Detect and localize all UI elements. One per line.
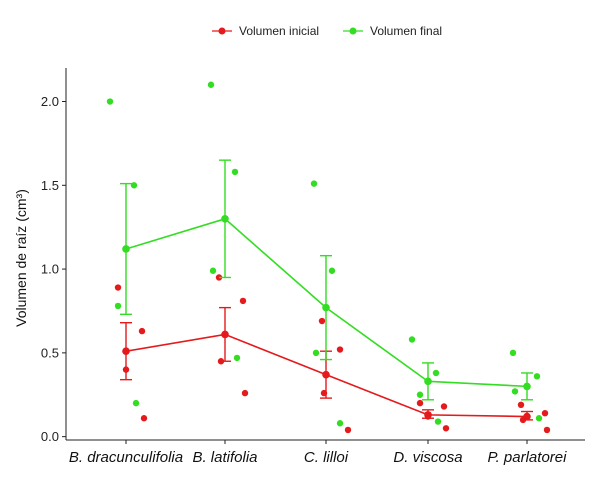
raw-point [509,349,517,357]
plot-area [106,81,551,434]
x-tick-label: C. lilloi [304,449,349,466]
mean-point [322,303,330,312]
legend-marker-final [349,27,357,35]
raw-point [233,354,241,362]
legend-marker-initial [218,27,226,35]
series-1 [106,81,543,427]
raw-point [416,399,424,407]
raw-point [432,369,440,377]
raw-point [106,98,114,105]
raw-point [132,399,140,407]
x-tick-label: B. latifolia [192,449,257,466]
legend-item-final: Volumen final [343,24,442,38]
raw-point [138,327,146,335]
y-tick-label: 2.0 [41,94,59,109]
mean-point [424,411,432,419]
raw-point [310,180,318,187]
raw-point [328,267,336,274]
x-tick-label: D. viscosa [393,449,462,466]
raw-point [541,409,549,417]
raw-point [416,391,424,398]
mean-point [122,347,130,355]
raw-point [239,297,247,305]
y-tick-label: 0.5 [41,345,59,360]
raw-point [114,284,122,291]
raw-point [209,267,217,274]
legend: Volumen inicial Volumen final [212,24,442,38]
raw-point [543,426,551,434]
y-ticks: 0.0 0.5 1.0 1.5 2.0 [41,94,66,444]
raw-point [535,415,543,422]
legend-item-initial: Volumen inicial [212,24,319,38]
raw-point [511,388,519,395]
x-ticks: B. dracunculifolia B. latifolia C. lilloi D… [69,440,567,466]
y-tick-label: 1.5 [41,178,59,193]
raw-point [336,420,344,427]
raw-point [241,389,249,397]
raw-point [114,302,122,310]
raw-point [440,403,448,410]
raw-point [318,317,326,325]
raw-point [434,418,442,425]
raw-point [344,426,352,434]
raw-point [533,373,541,380]
y-tick-label: 0.0 [41,429,59,444]
mean-point [424,377,432,386]
mean-point [221,215,229,223]
mean-point [523,382,531,391]
series-0 [114,274,551,434]
legend-label-final: Volumen final [370,24,442,38]
x-tick-label: P. parlatorei [488,449,568,466]
raw-point [207,81,215,88]
mean-point [523,412,531,421]
x-tick-label: B. dracunculifolia [69,449,183,466]
raw-point [517,401,525,409]
raw-point [130,182,138,189]
legend-label-initial: Volumen inicial [239,24,319,38]
mean-point [122,245,130,253]
raw-point [336,346,344,353]
mean-point [322,370,330,379]
raw-point [312,349,320,357]
mean-point [221,330,229,339]
y-axis-title: Volumen de raíz (cm³) [13,189,29,327]
raw-point [231,168,239,176]
raw-point [408,336,416,343]
raw-point [140,415,148,422]
y-tick-label: 1.0 [41,262,59,277]
raw-point [442,425,450,432]
